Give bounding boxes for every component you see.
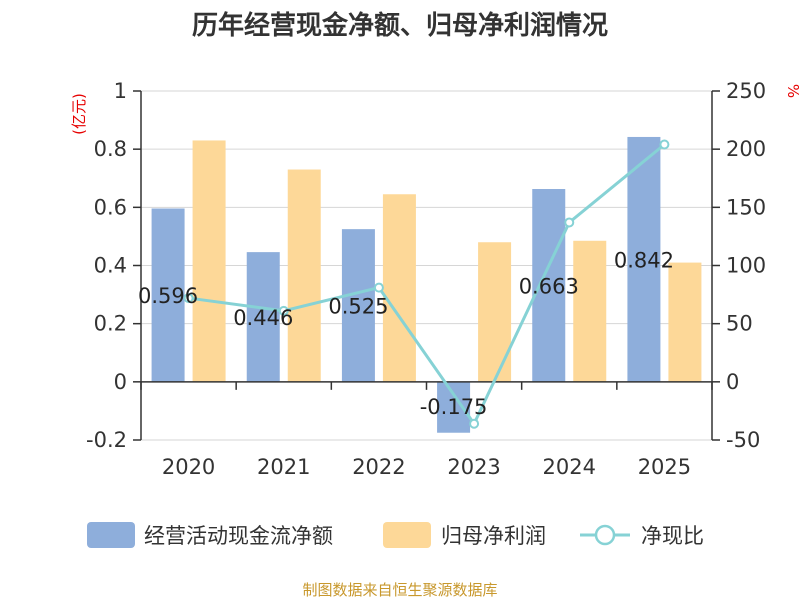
grid-lines [141, 90, 712, 441]
bars [151, 136, 702, 433]
axes [133, 90, 720, 441]
right-axis-tick-label: 100 [726, 254, 766, 278]
data-label-cashflow: -0.175 [420, 395, 488, 419]
legend-marker-ratio [594, 524, 616, 546]
bar-cashflow [627, 136, 661, 382]
left-axis-tick-label: 0.4 [94, 254, 127, 278]
x-axis-tick-label: 2021 [257, 455, 310, 479]
bar-netprofit [382, 194, 416, 382]
data-labels: 0.596 0.446 0.525 -0.175 0.663 0.842 [138, 248, 674, 418]
legend-label-cashflow: 经营活动现金流净额 [144, 524, 333, 548]
bar-netprofit [287, 169, 321, 382]
chart-title: 历年经营现金净额、归母净利润情况 [192, 10, 608, 41]
bar-cashflow [437, 381, 471, 433]
bar-netprofit [192, 140, 226, 382]
ratio-point [373, 282, 384, 293]
legend: 经营活动现金流净额 归母净利润 净现比 [87, 522, 704, 548]
ratio-point [659, 139, 670, 150]
bar-netprofit [573, 240, 607, 382]
bar-cashflow [341, 229, 375, 382]
data-label-cashflow: 0.842 [614, 248, 674, 272]
ratio-point [183, 293, 194, 304]
right-axis-tick-label: 50 [726, 312, 753, 336]
bar-cashflow [246, 252, 280, 382]
right-axis-tick-label: 150 [726, 195, 766, 219]
data-label-cashflow: 0.446 [233, 306, 293, 330]
bar-cashflow [151, 208, 185, 382]
ratio-point [278, 305, 289, 316]
ratio-point [564, 217, 575, 228]
x-axis-tick-label: 2020 [162, 455, 215, 479]
ratio-point [469, 418, 480, 429]
left-axis-tick-label: 0.8 [94, 137, 127, 161]
ratio-line [183, 139, 670, 429]
legend-swatch-netprofit [383, 522, 431, 548]
left-axis-tick-label: 1 [114, 79, 127, 103]
left-axis-tick-label: -0.2 [86, 428, 127, 452]
ratio-line-path [188, 143, 666, 427]
bar-netprofit [668, 262, 702, 382]
bar-netprofit [478, 242, 512, 382]
x-axis-tick-label: 2023 [447, 455, 500, 479]
data-label-cashflow: 0.525 [328, 294, 388, 318]
right-axis-tick-label: 250 [726, 79, 766, 103]
x-axis-tick-label: 2025 [638, 455, 691, 479]
left-axis-tick-label: 0.6 [94, 195, 127, 219]
left-axis-unit: (亿元) [70, 93, 88, 135]
left-axis-tick-label: 0 [114, 370, 127, 394]
x-axis-tick-label: 2024 [543, 455, 596, 479]
left-axis-tick-label: 0.2 [94, 312, 127, 336]
source-note: 制图数据来自恒生聚源数据库 [302, 581, 497, 599]
right-axis-tick-label: 200 [726, 137, 766, 161]
bar-cashflow [532, 189, 566, 382]
data-label-cashflow: 0.663 [519, 274, 579, 298]
legend-label-ratio: 净现比 [641, 524, 704, 548]
right-axis-tick-label: -50 [726, 428, 760, 452]
tick-labels: -0.2 0 0.2 0.4 0.6 0.8 1 -50 0 50 100 150 200 250 2020… [86, 79, 766, 479]
legend-label-netprofit: 归母净利润 [441, 524, 546, 548]
right-axis-tick-label: 0 [726, 370, 739, 394]
right-axis-unit: % [784, 84, 800, 98]
legend-swatch-cashflow [87, 522, 135, 548]
data-label-cashflow: 0.596 [138, 284, 198, 308]
x-axis-tick-label: 2022 [352, 455, 405, 479]
